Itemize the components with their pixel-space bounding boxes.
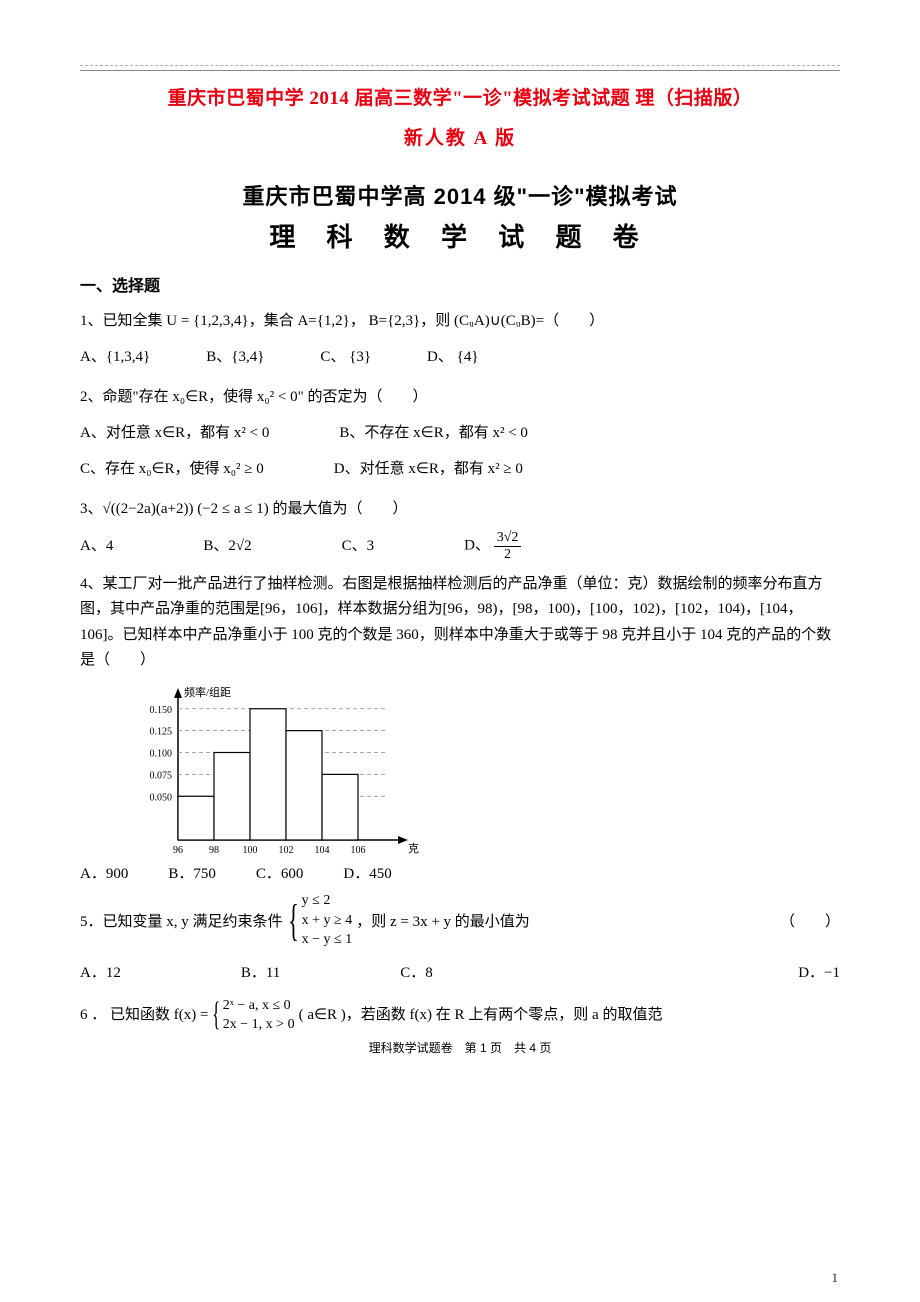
q5-case-3: x − y ≤ 1 <box>302 930 353 950</box>
section-title-1: 一、选择题 <box>80 272 840 296</box>
question-4-options: A．900 B．750 C．600 D．450 <box>80 862 840 883</box>
q5-case-1: y ≤ 2 <box>302 891 353 911</box>
question-4: 4、某工厂对一批产品进行了抽样检测。右图是根据抽样检测后的产品净重（单位：克）数… <box>80 572 840 674</box>
q5-case-2: x + y ≥ 4 <box>302 911 353 931</box>
svg-text:100: 100 <box>243 845 258 856</box>
red-title-block: 重庆市巴蜀中学 2014 届高三数学"一诊"模拟考试试题 理（扫描版） 新人教 … <box>80 81 840 157</box>
svg-text:0.150: 0.150 <box>150 705 173 716</box>
q2-option-d: D、对任意 x∈R，都有 x² ≥ 0 <box>334 454 523 484</box>
q5-lead: 5．已知变量 x, y 满足约束条件 <box>80 910 283 931</box>
question-1: 1、已知全集 U = {1,2,3,4}，集合 A={1,2}， B={2,3}… <box>80 306 840 336</box>
exam-header-line-1: 重庆市巴蜀中学高 2014 级"一诊"模拟考试 <box>80 179 840 211</box>
svg-text:104: 104 <box>315 845 330 856</box>
q5-option-c: C．8 <box>400 958 433 988</box>
svg-text:频率/组距: 频率/组距 <box>184 685 231 699</box>
page-footer: 理科数学试题卷 第 1 页 共 4 页 <box>80 1039 840 1056</box>
svg-text:96: 96 <box>173 845 183 856</box>
question-5: 5．已知变量 x, y 满足约束条件 { y ≤ 2 x + y ≥ 4 x −… <box>80 891 840 950</box>
q5-blank: （ ） <box>780 910 840 931</box>
left-brace-icon: { <box>213 1000 221 1031</box>
q6-mid: ( a∈R )，若函数 f(x) 在 R 上有两个零点，则 a 的取值范 <box>299 1003 663 1027</box>
question-3-options: A、4 B、2√2 C、3 D、 3√2 2 <box>80 530 840 562</box>
question-1-options: A、{1,3,4} B、{3,4} C、 {3} D、 {4} <box>80 342 840 372</box>
q3-option-b: B、2√2 <box>203 531 251 561</box>
svg-text:0.125: 0.125 <box>150 727 173 738</box>
left-brace-icon: { <box>288 901 299 941</box>
red-title-line-1: 重庆市巴蜀中学 2014 届高三数学"一诊"模拟考试试题 理（扫描版） <box>80 81 840 117</box>
q3-option-d: D、 3√2 2 <box>464 530 521 562</box>
q1-option-a: A、{1,3,4} <box>80 342 150 372</box>
histogram-chart: 频率/组距克 0.050 0.075 0.100 0.125 0.150 96 98 100 10… <box>120 680 420 860</box>
question-3: 3、√((2−2a)(a+2)) (−2 ≤ a ≤ 1) 的最大值为（ ） <box>80 494 840 524</box>
question-2-options-row1: A、对任意 x∈R，都有 x² < 0 B、不存在 x∈R，都有 x² < 0 <box>80 418 840 448</box>
q6-lead: 6 ． 已知函数 f(x) = <box>80 1003 208 1027</box>
svg-text:0.075: 0.075 <box>150 770 173 781</box>
q3-d-numerator: 3√2 <box>494 530 522 546</box>
q5-option-a: A．12 <box>80 958 121 988</box>
q3-option-a: A、4 <box>80 531 113 561</box>
q4-option-a: A．900 <box>80 862 128 883</box>
q3-d-denominator: 2 <box>494 547 522 562</box>
top-horizontal-rule <box>80 70 840 71</box>
q4-option-d: D．450 <box>343 862 391 883</box>
svg-text:0.100: 0.100 <box>150 748 173 759</box>
q5-tail: ，则 z = 3x + y 的最小值为 <box>356 910 530 931</box>
question-2-options-row2: C、存在 x₀∈R，使得 x₀² ≥ 0 D、对任意 x∈R，都有 x² ≥ 0 <box>80 454 840 484</box>
svg-text:106: 106 <box>351 845 366 856</box>
svg-text:98: 98 <box>209 845 219 856</box>
q2-option-a: A、对任意 x∈R，都有 x² < 0 <box>80 418 269 448</box>
red-title-line-2: 新人教 A 版 <box>80 121 840 157</box>
question-2: 2、命题"存在 x₀∈R，使得 x₀² < 0" 的否定为（ ） <box>80 382 840 412</box>
svg-text:克: 克 <box>408 842 419 855</box>
page-number: 1 <box>832 1270 839 1286</box>
exam-header-line-2: 理 科 数 学 试 题 卷 <box>80 217 840 254</box>
q4-option-b: B．750 <box>168 862 216 883</box>
q2-option-b: B、不存在 x∈R，都有 x² < 0 <box>339 418 528 448</box>
q6-case-1: 2ˣ − a, x ≤ 0 <box>223 996 295 1016</box>
exam-header: 重庆市巴蜀中学高 2014 级"一诊"模拟考试 理 科 数 学 试 题 卷 <box>80 179 840 254</box>
q1-option-b: B、{3,4} <box>206 342 264 372</box>
question-6: 6 ． 已知函数 f(x) = { 2ˣ − a, x ≤ 0 2x − 1, … <box>80 996 840 1035</box>
q5-option-b: B．11 <box>241 958 280 988</box>
q3-option-c: C、3 <box>342 531 375 561</box>
svg-text:102: 102 <box>279 845 294 856</box>
q3-d-fraction: 3√2 2 <box>494 530 522 562</box>
q1-option-d: D、 {4} <box>427 342 478 372</box>
q2-option-c: C、存在 x₀∈R，使得 x₀² ≥ 0 <box>80 454 264 484</box>
q5-cases: y ≤ 2 x + y ≥ 4 x − y ≤ 1 <box>302 891 353 950</box>
q6-cases: 2ˣ − a, x ≤ 0 2x − 1, x > 0 <box>223 996 295 1035</box>
q4-option-c: C．600 <box>256 862 304 883</box>
histogram-svg: 频率/组距克 0.050 0.075 0.100 0.125 0.150 96 98 100 10… <box>120 680 420 860</box>
q3-d-prefix: D、 <box>464 538 490 554</box>
svg-text:0.050: 0.050 <box>150 792 173 803</box>
question-5-options: A．12 B．11 C．8 D．−1 <box>80 958 840 988</box>
q5-option-d: D．−1 <box>798 958 840 988</box>
q1-option-c: C、 {3} <box>320 342 371 372</box>
q6-case-2: 2x − 1, x > 0 <box>223 1015 295 1035</box>
